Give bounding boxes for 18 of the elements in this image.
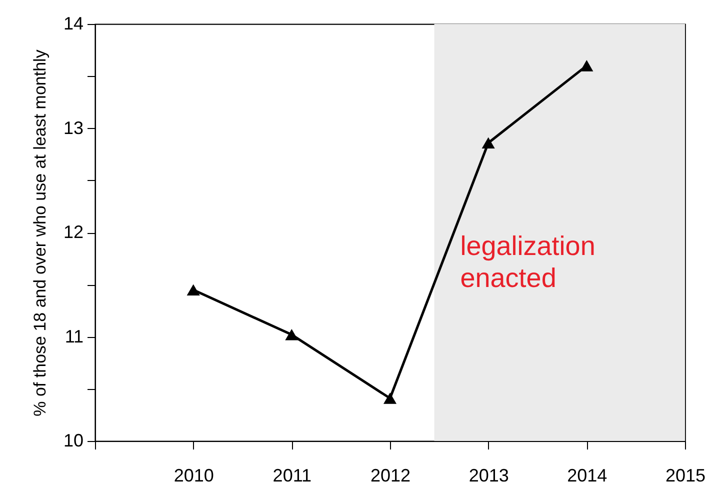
x-tick-label: 2013: [468, 466, 509, 486]
point: [285, 329, 298, 340]
x-tick-label: 2014: [567, 466, 608, 486]
point: [383, 392, 397, 404]
x-tick-label: 2015: [665, 466, 706, 486]
point: [580, 60, 594, 72]
y-axis-title: % of those 18 and over who use at least monthly: [30, 49, 50, 416]
x-tick-label: 2010: [174, 466, 214, 486]
y-tick-label: 10: [63, 430, 84, 450]
x-tick-label: 2011: [272, 466, 312, 486]
point: [186, 284, 200, 296]
point: [482, 137, 495, 148]
band-label: legalization enacted: [460, 231, 596, 293]
y-tick-label: 12: [63, 222, 84, 242]
x-tick-label: 2012: [370, 466, 411, 486]
y-tick-label: 11: [64, 326, 84, 346]
y-tick-label: 14: [63, 14, 84, 34]
y-tick-label: 13: [63, 118, 84, 138]
